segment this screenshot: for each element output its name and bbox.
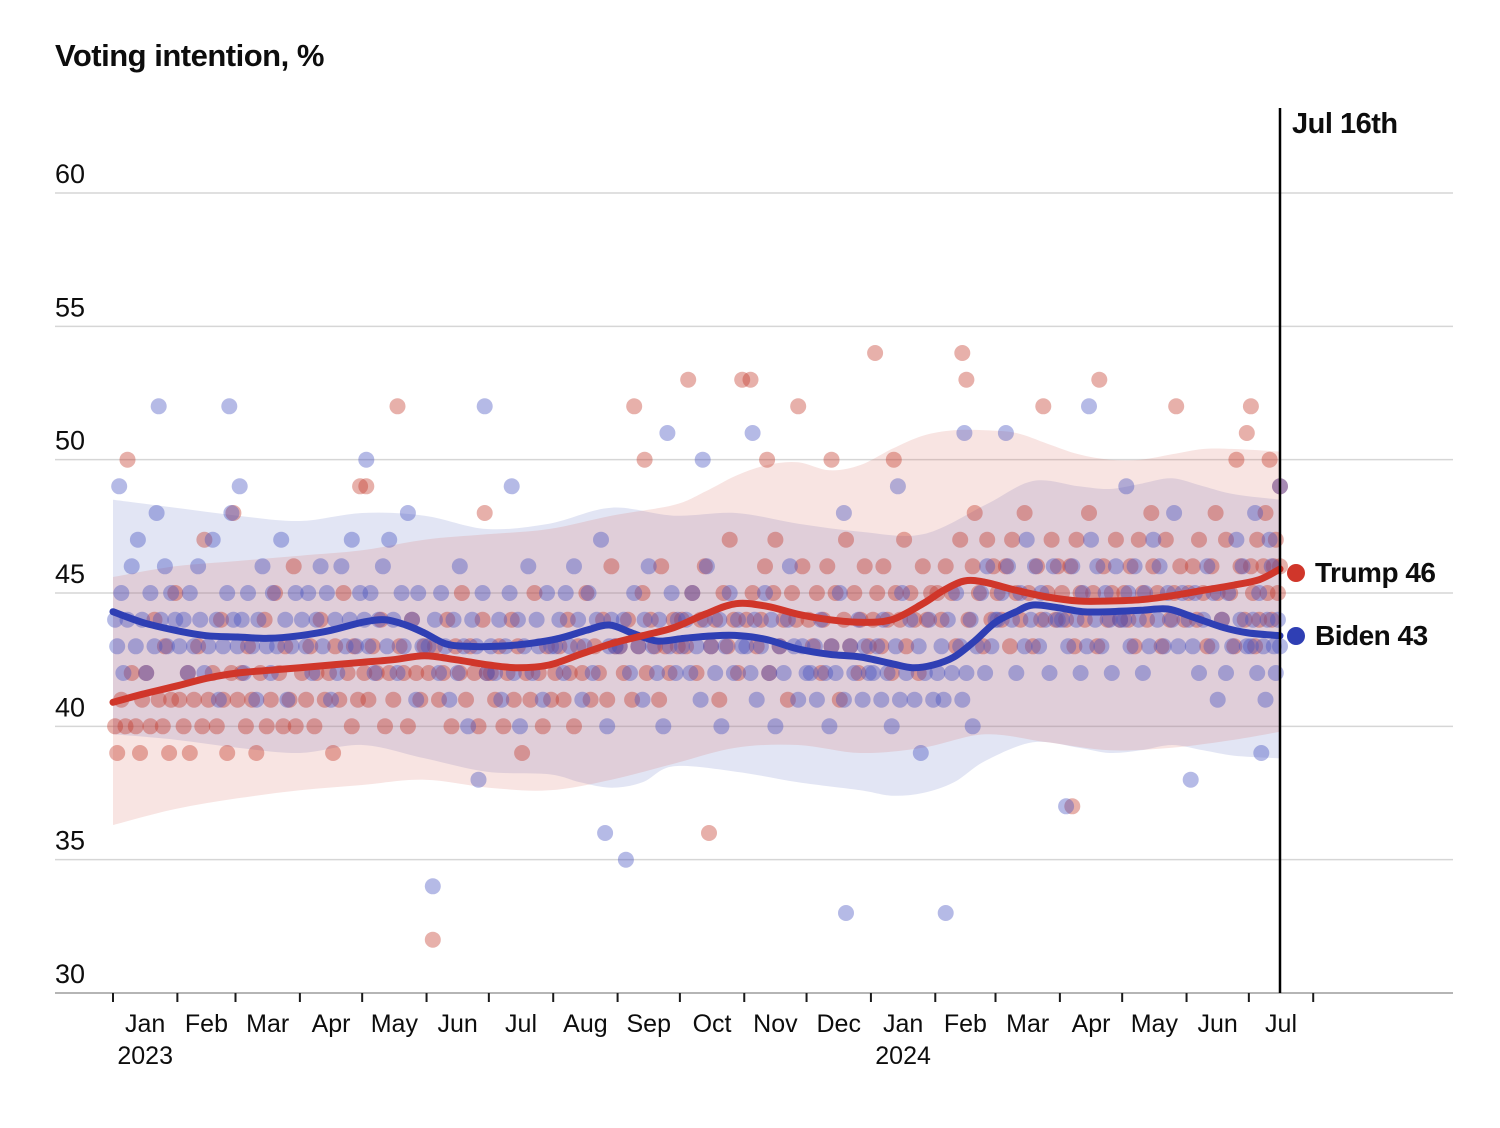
y-axis-tick-label: 55: [55, 292, 85, 322]
x-axis-month-label: Oct: [693, 1010, 732, 1038]
x-axis-month-label: May: [1131, 1010, 1179, 1038]
biden-trend-line: [109, 601, 1284, 672]
legend-biden: Biden 43: [1287, 620, 1428, 652]
biden-legend-dot-icon: [1287, 626, 1305, 645]
x-axis-month-label: Mar: [246, 1010, 289, 1038]
y-axis-tick-label: 50: [55, 426, 85, 456]
x-axis-month-label: Jun: [1198, 1010, 1238, 1038]
x-axis-month-label: Apr: [312, 1010, 351, 1038]
x-axis-month-label: Jul: [505, 1010, 537, 1038]
x-axis-month-label: Dec: [817, 1010, 861, 1038]
x-axis-month-label: May: [371, 1010, 419, 1038]
x-axis-month-label: Jan: [883, 1010, 923, 1038]
chart-title: Voting intention, %: [55, 38, 324, 73]
confidence-bands: [113, 429, 1280, 825]
y-axis-tick-label: 30: [55, 959, 85, 989]
x-axis-month-label: Aug: [563, 1010, 607, 1038]
trump-confidence-band: [113, 429, 1280, 825]
gridlines: 30 35 40 45 50 55 60: [55, 159, 1453, 994]
x-axis-month-label: Sep: [626, 1010, 670, 1038]
x-axis-month-label: Mar: [1006, 1010, 1049, 1038]
x-axis-month-label: Feb: [944, 1010, 987, 1038]
x-axis-month-label: Nov: [753, 1010, 798, 1038]
x-axis: Jan Feb Mar Apr May Jun Jul Aug Sep Oct Nov Dec Jan F…: [112, 993, 1315, 1070]
x-axis-year-label: 2023: [117, 1042, 173, 1070]
legend-trump: Trump 46: [1287, 556, 1436, 589]
x-axis-month-label: Jun: [438, 1010, 478, 1038]
biden-legend-label: Biden 43: [1315, 619, 1428, 651]
y-axis-tick-label: 40: [55, 692, 85, 722]
x-axis-month-label: Jan: [125, 1010, 165, 1038]
y-axis-tick-label: 45: [55, 559, 85, 589]
y-axis-tick-label: 35: [55, 826, 85, 856]
x-axis-year-label: 2024: [875, 1042, 931, 1070]
trump-legend-dot-icon: [1287, 563, 1305, 582]
trump-legend-label: Trump 46: [1315, 556, 1436, 588]
x-axis-month-label: Feb: [185, 1010, 228, 1038]
x-axis-month-label: Apr: [1072, 1010, 1111, 1038]
y-axis-tick-label: 60: [55, 159, 85, 189]
trump-trend-line: [109, 565, 1284, 706]
annotation-date-label: Jul 16th: [1292, 108, 1398, 140]
x-axis-month-label: Jul: [1265, 1010, 1297, 1038]
